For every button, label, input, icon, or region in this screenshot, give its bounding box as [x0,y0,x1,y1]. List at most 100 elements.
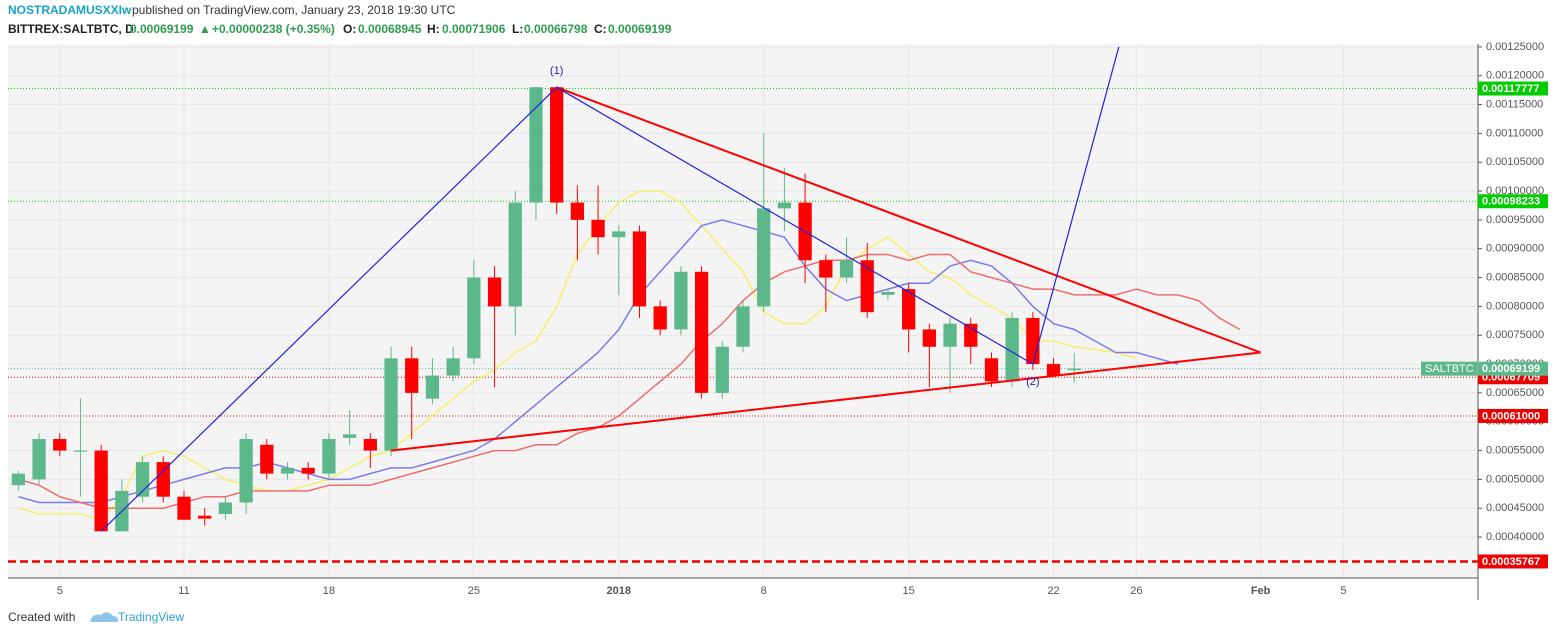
footer-brand[interactable]: TradingView [118,610,184,624]
candle-body [860,260,874,313]
wave-label: (2) [1026,376,1039,388]
y-tick-label: 0.00120000 [1486,70,1544,82]
open-label: O: [343,22,356,36]
candle-body [301,467,315,474]
y-tick-label: 0.00085000 [1486,271,1544,283]
candle-body [73,450,88,452]
candle-body [922,329,936,347]
level-label: 0.00061000 [1482,410,1540,422]
y-tick-label: 0.00125000 [1486,41,1544,53]
published: published on TradingView.com, January 23… [132,3,456,17]
y-tick-label: 0.00045000 [1486,502,1544,514]
x-tick-label: 2018 [607,585,631,597]
level-label-box [1478,194,1548,209]
y-tick-label: 0.00095000 [1486,214,1544,226]
candle-body [425,375,440,399]
candle-body [198,515,212,519]
candle-body [53,439,67,451]
last-price: 0.00069199 [130,22,194,36]
close-label: C: [594,22,607,36]
high-value: 0.00071906 [442,22,506,36]
y-tick-label: 0.00110000 [1486,127,1543,139]
candle-body [322,439,336,474]
price-label: 0.00069199 [1482,363,1540,375]
x-tick-label: 8 [761,585,767,597]
level-label: 0.00035767 [1482,556,1540,568]
candle-body [446,358,460,376]
candle-body [674,271,688,330]
low-label: L: [512,22,523,36]
candle-body [280,467,295,474]
open-value: 0.00068945 [358,22,422,36]
candle-body [839,260,854,278]
candle-body [405,358,419,393]
candle-body [32,439,46,480]
candle-body [384,358,398,451]
candle-body [819,260,833,278]
candle-body [653,306,667,330]
candle-body [1046,364,1061,376]
brand-logo[interactable] [90,612,119,622]
candle-body [984,358,999,382]
y-tick-label: 0.00090000 [1486,243,1544,255]
candle-body [943,323,957,347]
plot: (1) (2) [8,46,1478,563]
y-tick-label: 0.00055000 [1486,444,1544,456]
candle-body [757,208,771,307]
candle-body [881,291,895,295]
candle-body [550,87,564,203]
candle-body [1026,317,1040,365]
candle-body [363,439,377,451]
candle-body [508,202,522,307]
candle-body [239,439,253,503]
y-tick-label: 0.00105000 [1486,156,1544,168]
author[interactable]: NOSTRADAMUSXXIw [8,3,132,17]
y-tick-label: 0.00050000 [1486,473,1544,485]
y-tick-label: 0.00065000 [1486,387,1544,399]
candle-body [177,496,191,520]
candle-body [1005,317,1019,382]
low-value: 0.00066798 [524,22,588,36]
high-label: H: [427,22,440,36]
candle-body [1067,368,1081,371]
x-tick-label: 11 [178,585,189,597]
level-label-box [1478,408,1548,423]
y-tick-label: 0.00075000 [1486,329,1544,341]
candle-body [591,219,605,238]
x-tick-label: 15 [903,585,915,597]
candle-body [529,87,543,203]
x-tick-label: 25 [468,585,480,597]
level-label-box [1478,81,1548,96]
trend-line [390,351,1261,452]
wave-label: (1) [550,65,563,77]
level-label: 0.00117777 [1482,83,1540,95]
candle-body [94,450,108,532]
price-name: SALTBTC [1425,363,1474,375]
footer-created: Created with [8,610,75,624]
candle-body [694,271,709,393]
y-tick-label: 0.00040000 [1486,531,1544,543]
candle-body [777,202,792,209]
candle-body [736,306,750,347]
candle-body [902,289,916,330]
level-label: 0.00098233 [1482,196,1540,208]
candle-body [11,473,25,486]
price-label-box [1478,361,1548,376]
symbol: BITTREX:SALTBTC, D [8,22,134,36]
candle-body [715,346,729,393]
axes: 0.00040000 0.00045000 0.00050000 0.00055000… [57,41,1548,597]
y-tick-label: 0.00115000 [1486,98,1543,110]
close-value: 0.00069199 [608,22,672,36]
price-name-box [1421,361,1477,376]
x-tick-label: 22 [1047,585,1059,597]
x-tick-label: 5 [1340,585,1346,597]
x-tick-label: 18 [323,585,335,597]
change: +0.00000238 (+0.35%) [212,22,335,36]
trend-line [556,86,1261,354]
trend-line [100,46,1120,532]
y-tick-label: 0.00080000 [1486,300,1544,312]
x-tick-label: Feb [1251,585,1271,597]
y-tick-label: 0.00100000 [1486,185,1544,197]
